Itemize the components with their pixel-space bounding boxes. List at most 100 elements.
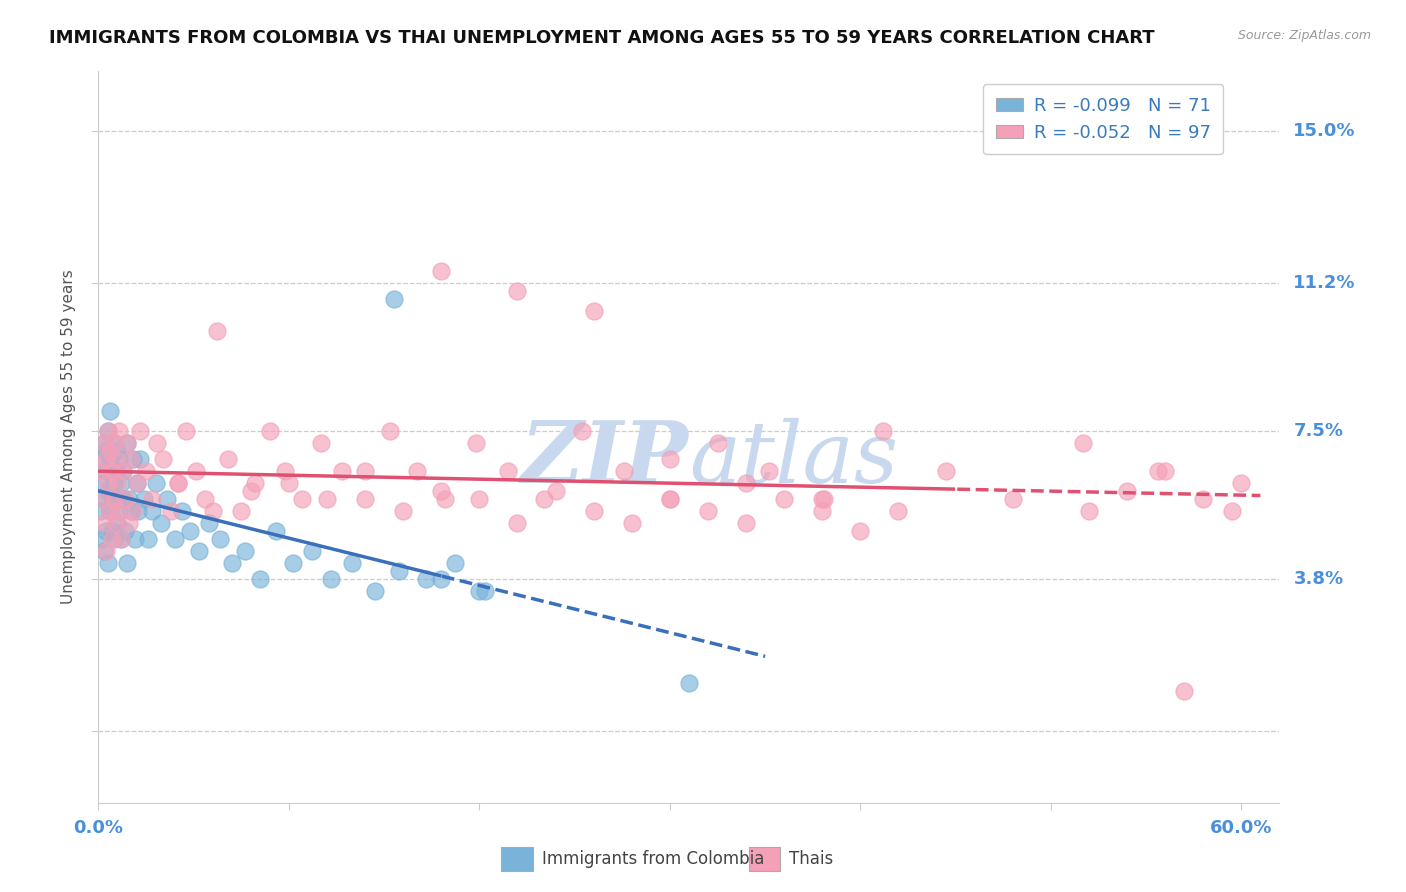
Point [1220, 504, 1243, 518]
Point [239, 483, 262, 498]
Point [104, 452, 127, 467]
Point [167, 476, 190, 491]
Point [544, 483, 567, 498]
Point [415, 572, 437, 586]
Point [115, 436, 138, 450]
Point [301, 544, 323, 558]
Point [277, 476, 299, 491]
Text: 0.0%: 0.0% [73, 820, 124, 838]
Text: 15.0%: 15.0% [1294, 122, 1355, 140]
Point [319, 572, 342, 586]
Point [405, 464, 427, 478]
Point [281, 556, 304, 570]
Point [107, 504, 129, 518]
Point [91, 452, 114, 467]
Point [159, 504, 181, 518]
Point [150, 516, 173, 530]
Text: IMMIGRANTS FROM COLOMBIA VS THAI UNEMPLOYMENT AMONG AGES 55 TO 59 YEARS CORRELAT: IMMIGRANTS FROM COLOMBIA VS THAI UNEMPLO… [49, 29, 1154, 46]
Text: Source: ZipAtlas.com: Source: ZipAtlas.com [1237, 29, 1371, 42]
Point [97, 556, 120, 570]
Point [112, 464, 135, 478]
Point [100, 464, 122, 478]
Point [506, 516, 529, 530]
Point [363, 584, 385, 599]
Point [194, 491, 217, 506]
Text: 60.0%: 60.0% [1211, 820, 1272, 838]
Point [434, 491, 457, 506]
Point [430, 483, 453, 498]
Point [887, 504, 910, 518]
Bar [501, 847, 533, 871]
Point [1116, 483, 1139, 498]
Text: Thais: Thais [789, 850, 834, 868]
Point [100, 524, 122, 538]
Point [249, 572, 271, 586]
Point [121, 504, 143, 518]
Point [110, 532, 132, 546]
Point [125, 476, 148, 491]
Point [172, 504, 194, 518]
Point [758, 464, 780, 478]
Text: 7.5%: 7.5% [1294, 422, 1343, 440]
Point [468, 584, 491, 599]
Point [1071, 436, 1094, 450]
Point [89, 476, 111, 491]
Point [658, 491, 681, 506]
Point [291, 491, 314, 506]
Point [243, 476, 266, 491]
Point [430, 264, 453, 278]
Point [94, 464, 117, 478]
Point [94, 524, 117, 538]
Point [464, 436, 486, 450]
Point [125, 476, 148, 491]
Point [184, 464, 207, 478]
Point [114, 491, 136, 506]
Point [811, 491, 834, 506]
Point [678, 676, 700, 690]
Point [1154, 464, 1177, 478]
Point [849, 524, 872, 538]
Point [97, 424, 120, 438]
Text: ZIP: ZIP [522, 417, 689, 500]
Point [474, 584, 496, 599]
Point [217, 452, 239, 467]
Point [100, 464, 122, 478]
Point [330, 464, 353, 478]
Point [103, 532, 125, 546]
Point [107, 444, 129, 458]
Point [152, 452, 174, 467]
Point [1001, 491, 1024, 506]
Point [103, 436, 125, 450]
Point [582, 304, 605, 318]
Point [1078, 504, 1101, 518]
Point [233, 544, 256, 558]
Point [100, 491, 122, 506]
Y-axis label: Unemployment Among Ages 55 to 59 years: Unemployment Among Ages 55 to 59 years [60, 269, 76, 605]
Point [115, 556, 138, 570]
Point [110, 476, 132, 491]
Point [443, 556, 465, 570]
Point [1230, 476, 1253, 491]
Point [94, 452, 117, 467]
Point [94, 544, 117, 558]
Point [112, 464, 135, 478]
Point [813, 491, 835, 506]
Point [378, 424, 401, 438]
Point [93, 544, 115, 558]
Point [97, 424, 120, 438]
Point [620, 516, 643, 530]
Point [103, 476, 125, 491]
Point [773, 491, 796, 506]
Point [354, 491, 377, 506]
Bar [748, 847, 780, 871]
Point [274, 464, 297, 478]
Point [156, 491, 179, 506]
Point [316, 491, 339, 506]
Point [121, 452, 143, 467]
Point [613, 464, 636, 478]
Point [382, 292, 405, 306]
Point [392, 504, 415, 518]
Point [129, 452, 152, 467]
Point [93, 491, 115, 506]
Point [167, 476, 190, 491]
